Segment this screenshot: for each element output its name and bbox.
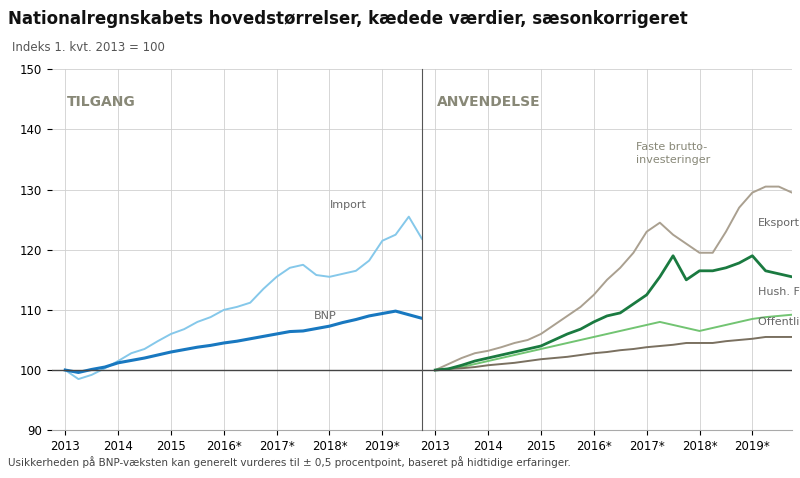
Text: Eksport: Eksport <box>758 217 800 228</box>
Text: ANVENDELSE: ANVENDELSE <box>437 95 541 109</box>
Text: BNP: BNP <box>314 311 336 321</box>
Text: Nationalregnskabets hovedstørrelser, kædede værdier, sæsonkorrigeret: Nationalregnskabets hovedstørrelser, kæd… <box>8 10 688 28</box>
Text: TILGANG: TILGANG <box>67 95 135 109</box>
Text: Faste brutto-
investeringer: Faste brutto- investeringer <box>636 142 710 165</box>
Text: Hush. Forbrug: Hush. Forbrug <box>758 287 800 297</box>
Text: Import: Import <box>330 200 366 210</box>
Text: Offentligt forbrug: Offentligt forbrug <box>758 317 800 327</box>
Text: Usikkerheden på BNP-væksten kan generelt vurderes til ± 0,5 procentpoint, basere: Usikkerheden på BNP-væksten kan generelt… <box>8 456 571 468</box>
Text: Indeks 1. kvt. 2013 = 100: Indeks 1. kvt. 2013 = 100 <box>12 41 165 54</box>
